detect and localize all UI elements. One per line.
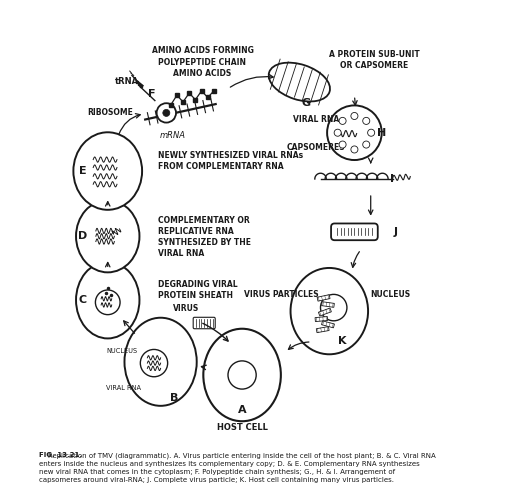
Text: tRNA: tRNA — [115, 76, 139, 86]
FancyBboxPatch shape — [331, 224, 378, 240]
Text: VIRAL RNA: VIRAL RNA — [106, 385, 140, 391]
Text: B: B — [169, 393, 178, 403]
Circle shape — [363, 141, 370, 148]
Circle shape — [363, 117, 370, 124]
Text: NEWLY SYNTHESIZED VIRAL RNAs
FROM COMPLEMENTARY RNA: NEWLY SYNTHESIZED VIRAL RNAs FROM COMPLE… — [158, 151, 304, 171]
Text: D: D — [78, 231, 87, 241]
Ellipse shape — [290, 268, 368, 354]
Circle shape — [157, 103, 176, 122]
Text: NUCLEUS: NUCLEUS — [107, 348, 138, 354]
Polygon shape — [321, 302, 335, 307]
Text: RIBOSOME: RIBOSOME — [87, 108, 133, 118]
Text: A: A — [238, 405, 246, 415]
Text: J: J — [393, 227, 397, 237]
Circle shape — [351, 112, 358, 120]
FancyBboxPatch shape — [193, 318, 215, 329]
Polygon shape — [321, 321, 335, 328]
Circle shape — [228, 361, 256, 389]
Text: VIRUS PARTICLES: VIRUS PARTICLES — [244, 290, 318, 299]
Text: VIRAL RNA: VIRAL RNA — [293, 115, 339, 124]
Ellipse shape — [125, 318, 197, 406]
Text: G: G — [301, 98, 310, 108]
Text: AMINO ACIDS FORMING
POLYPEPTIDE CHAIN: AMINO ACIDS FORMING POLYPEPTIDE CHAIN — [151, 46, 254, 67]
Text: E: E — [79, 166, 86, 176]
Text: FIG. 13.21.: FIG. 13.21. — [39, 452, 83, 458]
Text: COMPLEMENTARY OR
REPLICATIVE RNA
SYNTHESIZED BY THE
VIRAL RNA: COMPLEMENTARY OR REPLICATIVE RNA SYNTHES… — [158, 216, 251, 258]
Circle shape — [351, 146, 358, 153]
Text: HOST CELL: HOST CELL — [217, 423, 268, 432]
Ellipse shape — [76, 262, 139, 338]
Text: DEGRADING VIRAL
PROTEIN SHEATH: DEGRADING VIRAL PROTEIN SHEATH — [158, 280, 238, 300]
Polygon shape — [318, 308, 331, 316]
Circle shape — [339, 141, 346, 148]
Text: F: F — [148, 90, 156, 99]
Circle shape — [140, 349, 168, 377]
Text: H: H — [377, 128, 387, 138]
Circle shape — [95, 290, 120, 315]
Ellipse shape — [76, 200, 139, 272]
Text: Replication of TMV (diagrammatic). A. Virus particle entering inside the cell of: Replication of TMV (diagrammatic). A. Vi… — [39, 452, 436, 483]
Circle shape — [368, 129, 375, 136]
Text: A PROTEIN SUB-UNIT
OR CAPSOMERE: A PROTEIN SUB-UNIT OR CAPSOMERE — [329, 50, 420, 70]
Text: AMINO ACIDS: AMINO ACIDS — [174, 69, 231, 78]
Circle shape — [320, 294, 347, 321]
Ellipse shape — [204, 329, 281, 421]
Polygon shape — [317, 295, 330, 301]
Polygon shape — [316, 327, 329, 333]
Text: C: C — [78, 295, 87, 305]
Polygon shape — [315, 317, 328, 321]
Ellipse shape — [269, 62, 330, 102]
Text: VIRUS: VIRUS — [173, 304, 199, 314]
Circle shape — [334, 129, 341, 136]
Text: K: K — [338, 336, 347, 346]
Text: I: I — [390, 174, 394, 184]
Text: mRNA: mRNA — [159, 131, 186, 139]
Text: CAPSOMERES: CAPSOMERES — [287, 143, 346, 152]
Circle shape — [339, 117, 346, 124]
Ellipse shape — [74, 132, 142, 210]
Text: NUCLEUS: NUCLEUS — [371, 290, 411, 299]
Circle shape — [163, 109, 170, 117]
Circle shape — [327, 106, 382, 160]
